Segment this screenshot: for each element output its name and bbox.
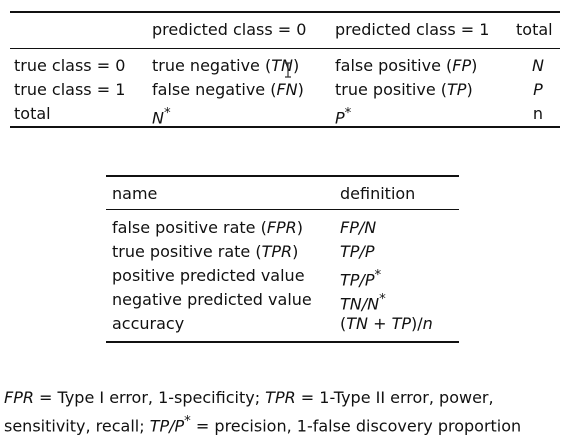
footnote-superscript: * [184,414,191,429]
cell-symbol: N [152,108,164,128]
cell-close: ) [471,56,478,75]
definition-open: ( [340,314,347,333]
table-bottom-rule [106,341,459,343]
cell-false-negative: false negative (FN) [152,80,304,100]
metric-definition-fpr: FP/N [340,218,377,237]
cell-superscript: * [344,106,352,121]
header-predicted-class-1: predicted class = 1 [335,20,490,39]
definition-mid: )/ [411,314,423,333]
cell-abbr: TP [447,80,467,99]
definition-superscript: * [379,292,386,307]
header-predicted-class-0: predicted class = 0 [152,20,307,39]
cell-abbr: FN [276,80,298,99]
metrics-definition-table: name definition false positive rate (FPR… [106,175,459,345]
row-label-total: total [14,104,51,123]
row-label-true-class-0: true class = 0 [14,56,126,75]
metric-text: false positive rate ( [112,218,267,237]
metric-definition-ppv: TP/P* [340,266,381,290]
metric-close: ) [296,218,304,237]
cell-total-p: P [533,80,543,99]
table-header-rule [10,48,560,49]
definition-main: TN/N [340,294,380,314]
metric-name-npv: negative predicted value [112,290,312,309]
cell-abbr: TN [271,56,293,75]
cell-abbr: FP [452,56,472,75]
footnote-text: = 1-Type II error, power, [295,388,494,407]
cell-text: true positive ( [335,80,448,99]
cell-text: true negative ( [152,56,272,75]
cell-text: false negative ( [152,80,277,99]
table-header-rule [106,209,459,210]
confusion-matrix-table: predicted class = 0 predicted class = 1 … [10,11,560,129]
metric-definition-npv: TN/N* [340,290,386,314]
cell-false-positive: false positive (FP) [335,56,477,76]
cell-total-n: N [532,56,544,75]
cell-true-negative: true negative (TN) [152,56,299,76]
footnote-text: sensitivity, recall; [4,416,150,436]
definition-end: n [422,314,433,333]
cell-text: false positive ( [335,56,453,75]
cell-n-star: N* [152,104,171,128]
header-definition: definition [340,184,416,203]
metric-abbr: FPR [266,218,297,237]
footnote-abbr: FPR [4,388,34,407]
table-bottom-rule [10,126,560,128]
footnote: FPR = Type I error, 1-specificity; TPR =… [4,386,570,438]
metric-name-accuracy: accuracy [112,314,185,333]
cell-close: ) [297,80,304,99]
metric-name-ppv: positive predicted value [112,266,305,285]
metric-close: ) [292,242,299,261]
footnote-line-2: sensitivity, recall; TP/P* = precision, … [4,410,570,438]
definition-main: TN + TP [346,314,411,333]
metric-name-fpr: false positive rate (FPR) [112,218,303,238]
metric-definition-accuracy: (TN + TP)/n [340,314,433,334]
cell-true-positive: true positive (TP) [335,80,473,100]
row-label-true-class-1: true class = 1 [14,80,126,99]
cell-superscript: * [163,106,171,121]
cell-close: ) [292,56,300,75]
footnote-text: = precision, 1-false discovery proportio… [190,416,522,436]
definition-main: TP/P [340,270,375,290]
definition-superscript: * [374,268,382,283]
metric-text: true positive rate ( [112,242,262,261]
metric-name-tpr: true positive rate (TPR) [112,242,298,262]
metric-definition-tpr: TP/P [340,242,375,261]
footnote-text: = Type I error, 1-specificity; [33,388,266,407]
cell-p-star: P* [335,104,351,128]
cell-symbol: P [335,108,345,128]
table-top-rule [10,11,560,13]
footnote-abbr: TP/P [149,416,185,436]
cell-close: ) [466,80,473,99]
footnote-abbr: TPR [265,388,296,407]
table-top-rule [106,175,459,177]
footnote-line-1: FPR = Type I error, 1-specificity; TPR =… [4,386,570,410]
header-total: total [516,20,553,39]
header-name: name [112,184,158,203]
metric-abbr: TPR [261,242,293,261]
cell-total-sample-size: n [532,104,544,123]
